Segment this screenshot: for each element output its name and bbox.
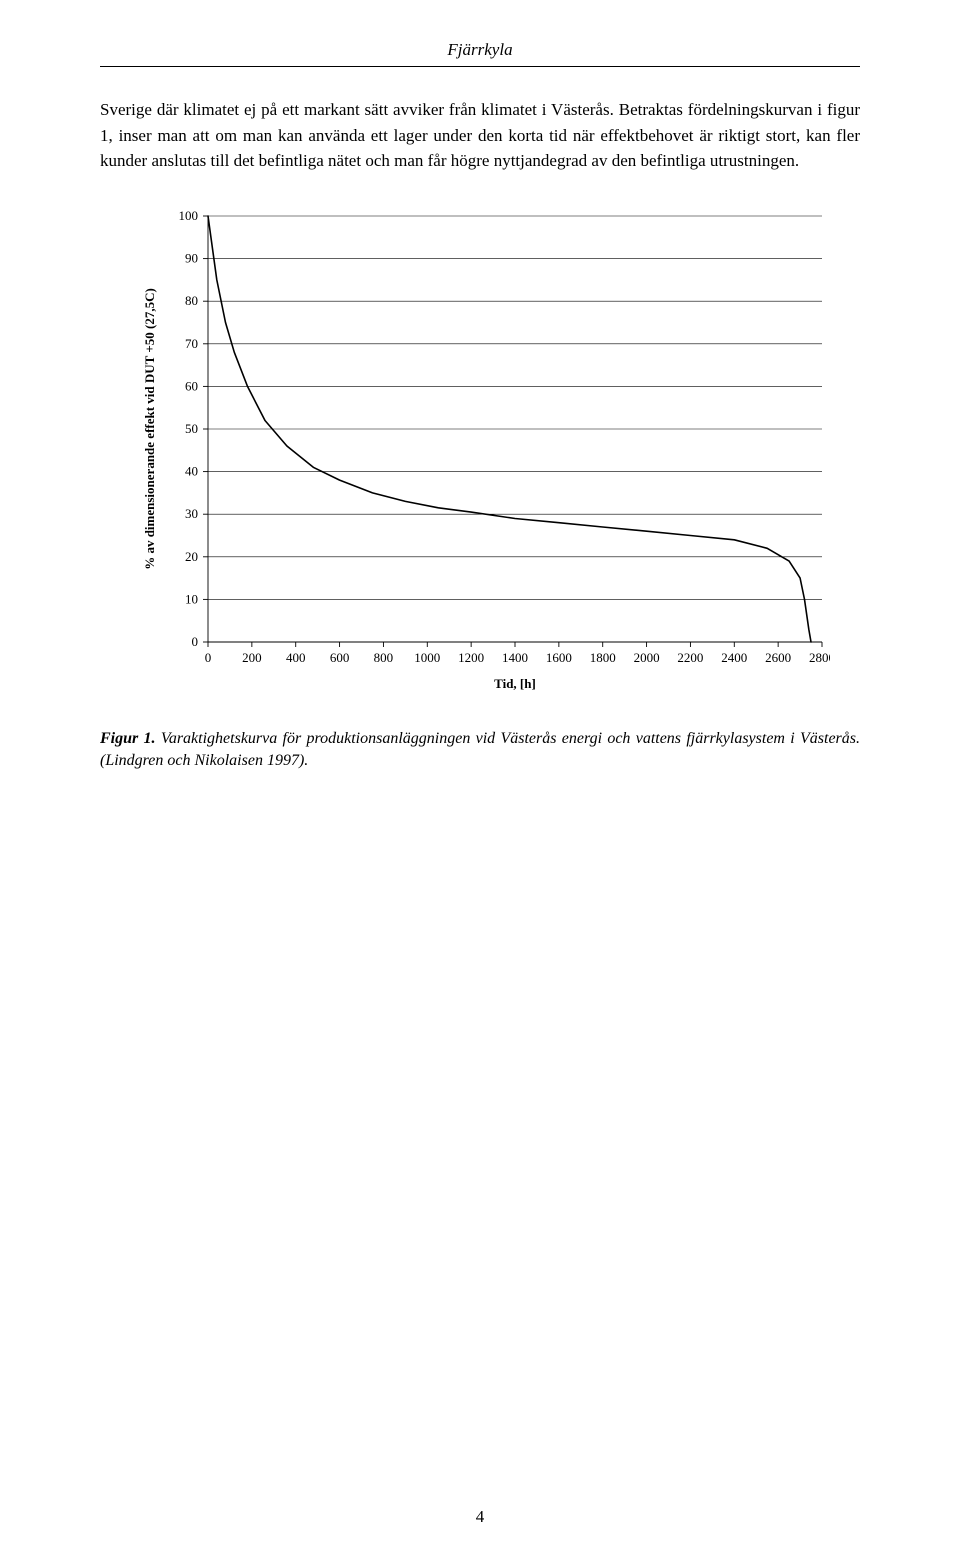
figure-caption-text: Varaktighetskurva för produktionsanläggn… [100, 730, 860, 769]
page: Fjärrkyla Sverige där klimatet ej på ett… [0, 0, 960, 1561]
duration-curve-chart: 0200400600800100012001400160018002000220… [130, 202, 830, 702]
svg-text:800: 800 [374, 650, 394, 665]
header-rule [100, 66, 860, 67]
svg-text:50: 50 [185, 421, 198, 436]
svg-text:1000: 1000 [414, 650, 440, 665]
body-paragraph: Sverige där klimatet ej på ett markant s… [100, 97, 860, 174]
svg-text:30: 30 [185, 506, 198, 521]
running-head: Fjärrkyla [100, 40, 860, 60]
svg-text:400: 400 [286, 650, 306, 665]
svg-text:2600: 2600 [765, 650, 791, 665]
svg-text:1400: 1400 [502, 650, 528, 665]
svg-text:1200: 1200 [458, 650, 484, 665]
svg-text:20: 20 [185, 548, 198, 563]
figure-1: 0200400600800100012001400160018002000220… [130, 202, 830, 702]
svg-text:1600: 1600 [546, 650, 572, 665]
page-number: 4 [0, 1507, 960, 1527]
svg-text:60: 60 [185, 378, 198, 393]
svg-text:70: 70 [185, 335, 198, 350]
svg-text:1800: 1800 [590, 650, 616, 665]
svg-text:10: 10 [185, 591, 198, 606]
svg-text:200: 200 [242, 650, 261, 665]
figure-caption-lead: Figur 1. [100, 730, 156, 747]
svg-text:2400: 2400 [721, 650, 747, 665]
svg-text:2800: 2800 [809, 650, 830, 665]
svg-text:% av dimensionerande effekt vi: % av dimensionerande effekt vid DUT +50 … [142, 288, 157, 570]
svg-text:2000: 2000 [634, 650, 660, 665]
svg-text:0: 0 [192, 634, 199, 649]
svg-text:Tid, [h]: Tid, [h] [494, 676, 536, 691]
svg-text:0: 0 [205, 650, 212, 665]
svg-text:80: 80 [185, 293, 198, 308]
svg-text:90: 90 [185, 250, 198, 265]
svg-text:40: 40 [185, 463, 198, 478]
svg-text:2200: 2200 [677, 650, 703, 665]
figure-caption: Figur 1. Varaktighetskurva för produktio… [100, 728, 860, 773]
svg-text:100: 100 [179, 208, 199, 223]
svg-text:600: 600 [330, 650, 350, 665]
